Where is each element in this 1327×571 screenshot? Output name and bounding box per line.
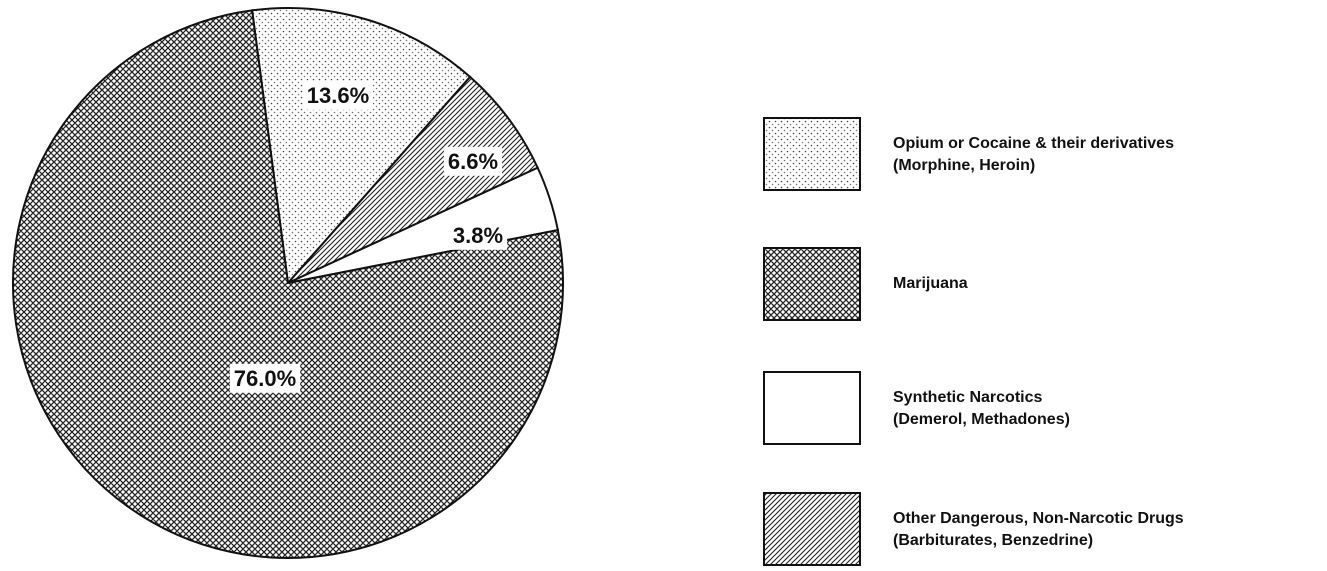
label-bg [229,363,301,393]
pie-slice [12,9,564,559]
pie-slice [250,7,472,286]
pie-slice [287,75,540,284]
legend-swatch [763,492,861,566]
legend-label: Marijuana [893,275,968,292]
legend-label: Opium or Cocaine & their derivatives [893,135,1174,152]
legend-label: Synthetic Narcotics [893,389,1042,406]
value-label: 6.6% [448,149,498,174]
value-label: 76.0% [234,366,296,391]
legend-swatch [763,117,861,191]
label-bg [448,220,508,250]
label-bg [302,80,374,110]
legend-label: Other Dangerous, Non-Narcotic Drugs [893,510,1184,527]
value-label: 3.8% [453,223,503,248]
legend-note: (Demerol, Methadones) [893,411,1070,428]
value-label: 13.6% [307,83,369,108]
legend-note: (Morphine, Heroin) [893,157,1035,174]
legend-note: (Barbiturates, Benzedrine) [893,532,1093,549]
legend-swatch [763,371,861,445]
legend-swatch [763,247,861,321]
label-bg [443,146,503,176]
